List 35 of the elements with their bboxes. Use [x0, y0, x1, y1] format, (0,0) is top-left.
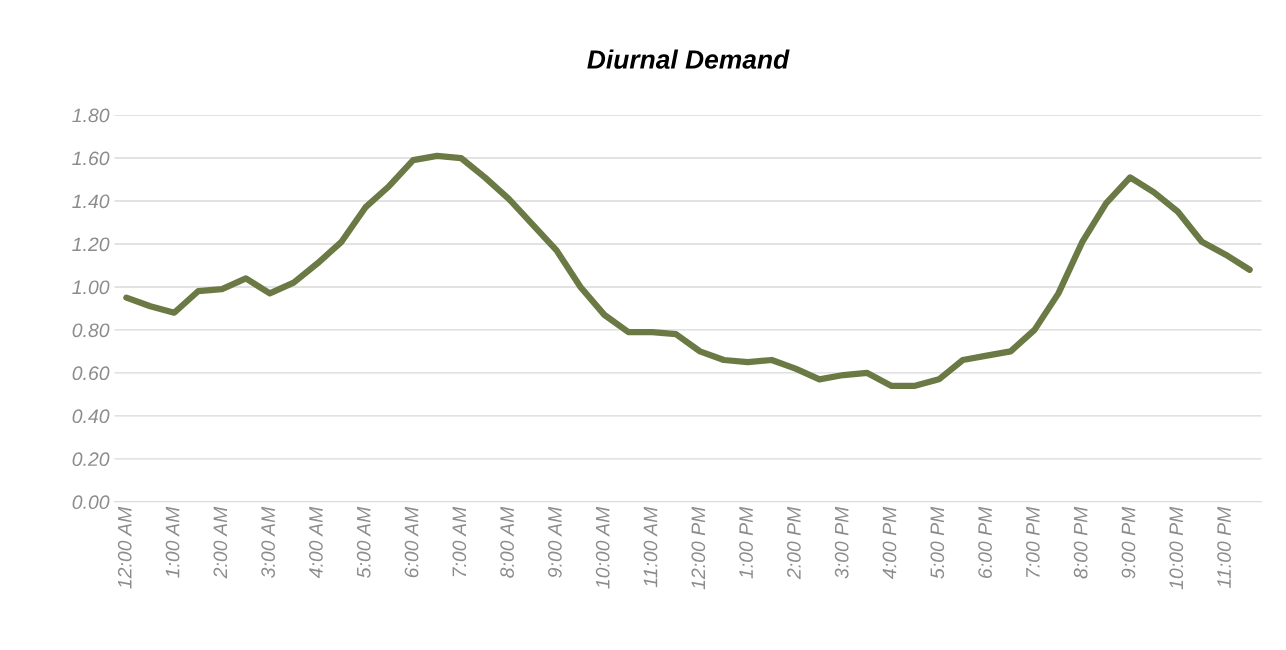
x-tick-label: 3:00 AM: [261, 506, 276, 578]
y-tick-label: 0.20: [72, 452, 110, 467]
y-tick-label: 1.60: [72, 151, 110, 166]
x-tick-label: 6:00 PM: [978, 506, 992, 578]
y-tick-label: 0.40: [72, 409, 110, 424]
x-tick-label: 7:00 PM: [1025, 506, 1040, 578]
x-tick-label: 1:00 PM: [739, 506, 753, 579]
y-tick-label: 1.00: [72, 280, 110, 295]
x-tick-label: 4:00 AM: [309, 506, 323, 579]
x-tick-label: 9:00 AM: [548, 506, 562, 578]
y-tick-label: 0.60: [72, 366, 110, 381]
x-tick-label: 5:00 AM: [356, 506, 371, 578]
x-tick-label: 4:00 PM: [882, 506, 897, 579]
x-tick-label: 12:00 AM: [117, 506, 132, 589]
x-tick-label: 3:00 PM: [834, 506, 849, 579]
y-tick-label: 1.80: [72, 108, 110, 123]
y-tick-label: 0.00: [72, 495, 110, 510]
chart-title: Diurnal Demand: [587, 49, 790, 69]
x-tick-label: 6:00 AM: [404, 506, 419, 578]
x-tick-label: 8:00 PM: [1073, 506, 1088, 579]
y-tick-label: 1.20: [72, 237, 110, 252]
x-tick-label: 10:00 PM: [1169, 506, 1184, 590]
x-tick-label: 11:00 PM: [1217, 506, 1231, 588]
x-tick-label: 1:00 AM: [165, 506, 180, 578]
x-tick-label: 2:00 AM: [213, 506, 228, 579]
x-tick-label: 5:00 PM: [930, 506, 945, 579]
x-tick-label: 2:00 PM: [787, 506, 801, 580]
y-tick-label: 1.40: [72, 194, 110, 209]
x-tick-label: 12:00 PM: [691, 506, 706, 590]
x-tick-label: 7:00 AM: [452, 506, 467, 577]
x-tick-label: 9:00 PM: [1121, 506, 1136, 579]
y-tick-label: 0.80: [72, 323, 110, 338]
x-tick-label: 8:00 AM: [500, 506, 514, 578]
x-tick-label: 11:00 AM: [643, 506, 658, 588]
x-tick-label: 10:00 AM: [595, 506, 610, 589]
